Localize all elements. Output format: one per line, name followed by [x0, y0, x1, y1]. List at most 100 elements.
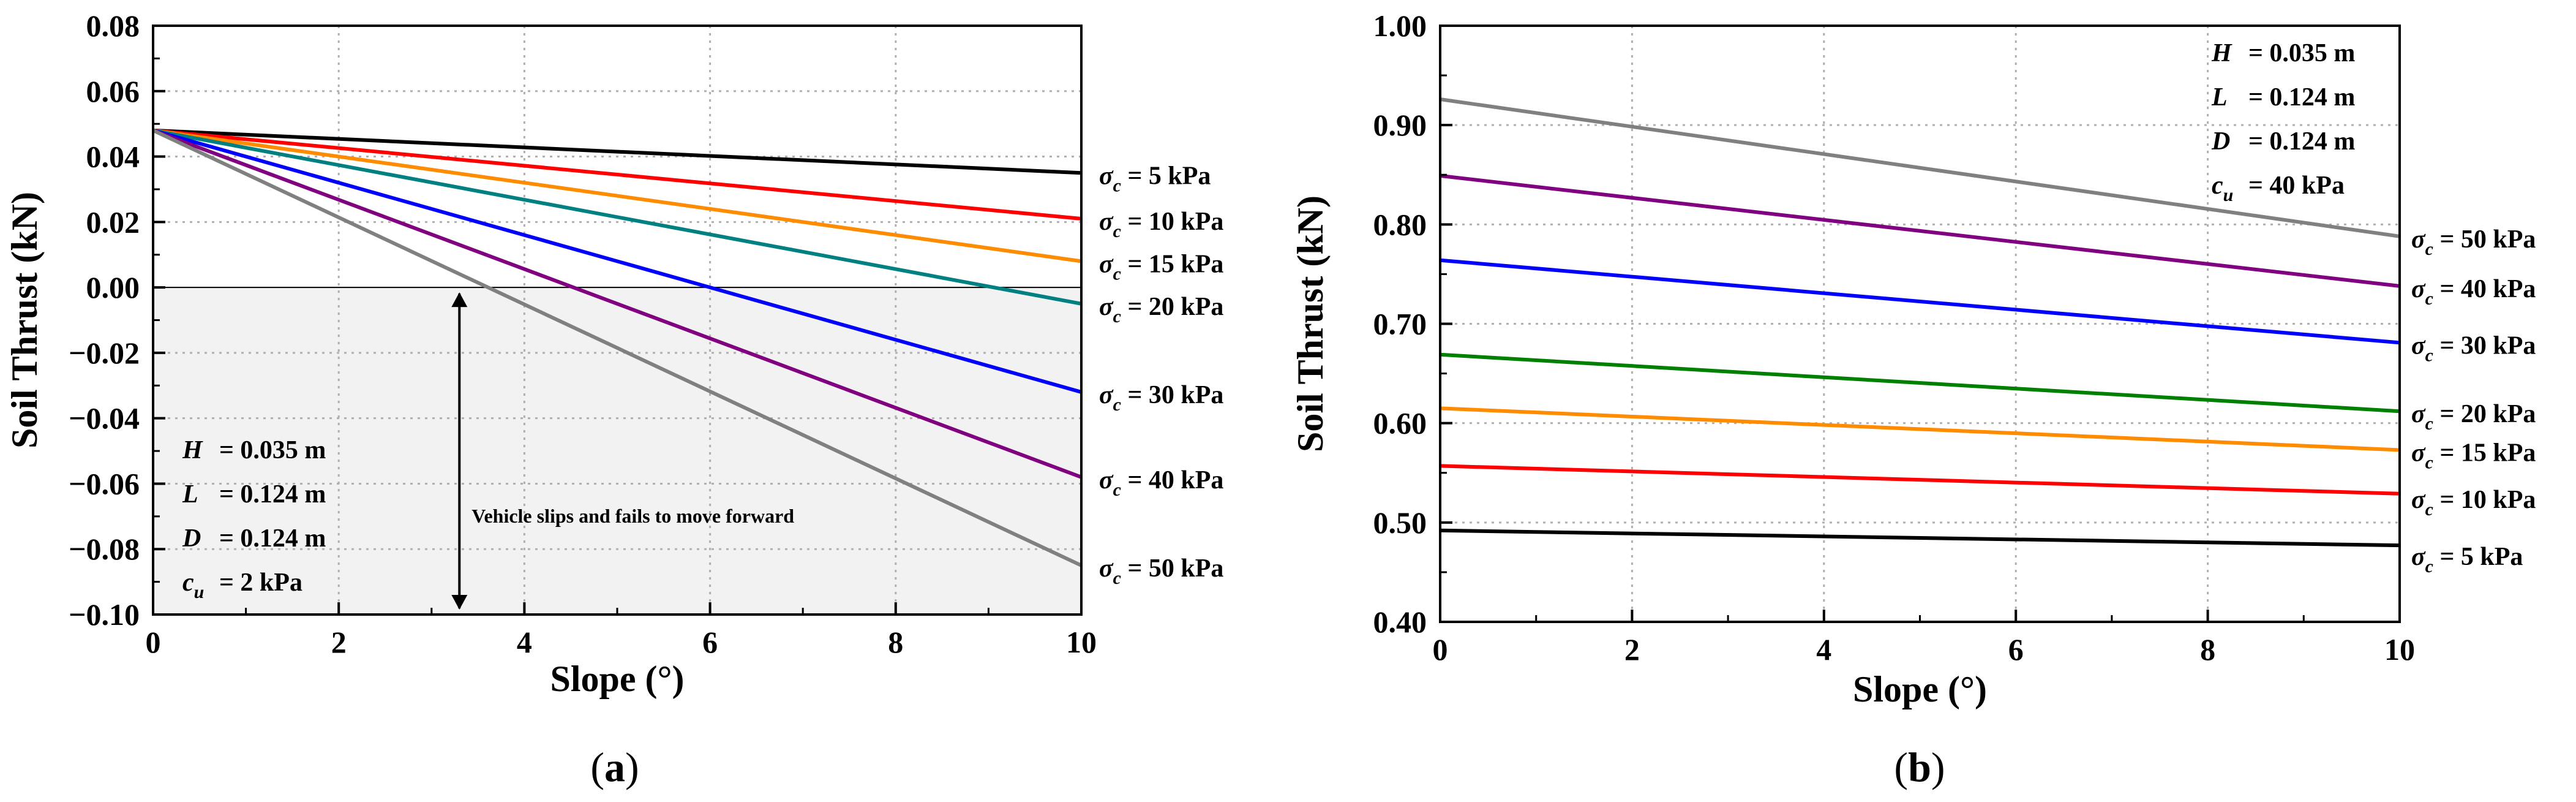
param-value: = 0.124 m: [219, 524, 326, 553]
param-value: = 0.124 m: [2248, 127, 2355, 156]
y-tick-label: 0.40: [1373, 605, 1427, 639]
param-value: = 0.124 m: [219, 480, 326, 509]
sigma-symbol: σ: [2411, 331, 2426, 360]
y-tick-label: 0.80: [1373, 207, 1427, 241]
series-value: = 15 kPa: [1121, 250, 1223, 278]
sigma-symbol: σ: [1099, 162, 1114, 190]
series-line-40-kpa: [152, 129, 1083, 479]
series-line-15-kpa: [1440, 406, 2400, 452]
caption-paren: ): [1931, 744, 1945, 790]
series-label-30-kpa: σc = 30 kPa: [1099, 381, 1223, 415]
y-tick-label: 0.02: [86, 205, 140, 239]
sigma-subscript: c: [1113, 221, 1121, 241]
sigma-symbol: σ: [1099, 208, 1114, 236]
param-symbol: D: [2211, 127, 2230, 156]
series-value: = 10 kPa: [1121, 208, 1223, 236]
series-line-50-kpa: [152, 129, 1083, 567]
x-tick-label: 10: [1066, 625, 1097, 659]
y-tick-label: 0.00: [86, 270, 140, 305]
param-symbol: c: [182, 569, 194, 597]
sigma-subscript: c: [1113, 306, 1121, 327]
sigma-symbol: σ: [1099, 466, 1114, 494]
param-symbol: L: [182, 480, 198, 509]
series-label-15-kpa: σc = 15 kPa: [2411, 439, 2536, 472]
slip-arrow-head-bottom: [451, 595, 468, 610]
series-line-40-kpa: [1440, 173, 2400, 288]
param-symbol: H: [2211, 39, 2232, 67]
y-axis-label: Soil Thrust (kN): [1290, 195, 1331, 452]
sigma-subscript: c: [2425, 239, 2433, 259]
param-symbol: c: [2212, 172, 2223, 200]
y-tick-label: 0.08: [86, 9, 140, 43]
x-tick-label: 2: [1624, 632, 1640, 667]
y-tick-label: 0.90: [1373, 108, 1427, 142]
series-value: = 5 kPa: [2433, 543, 2523, 571]
slip-annotation: Vehicle slips and fails to move forward: [471, 505, 794, 527]
sigma-subscript: c: [1113, 480, 1121, 500]
series-label-50-kpa: σc = 50 kPa: [1099, 554, 1223, 588]
y-tick-label: −0.08: [69, 532, 140, 566]
series-line-10-kpa: [1440, 464, 2400, 496]
series-line-20-kpa: [152, 128, 1082, 306]
sigma-symbol: σ: [2411, 275, 2426, 303]
param-value: = 40 kPa: [2248, 172, 2345, 200]
x-tick-label: 2: [331, 625, 347, 659]
series-value: = 40 kPa: [2433, 275, 2536, 303]
series-label-20-kpa: σc = 20 kPa: [1099, 293, 1223, 327]
series-label-30-kpa: σc = 30 kPa: [2411, 331, 2536, 365]
series-value: = 20 kPa: [2433, 400, 2536, 428]
sigma-symbol: σ: [2411, 486, 2426, 514]
caption-paren: (: [1894, 744, 1908, 790]
series-line-50-kpa: [1440, 97, 2400, 238]
y-tick-label: 0.04: [86, 140, 140, 174]
param-h: H: [2211, 39, 2232, 67]
series-line-30-kpa: [152, 128, 1082, 394]
param-symbol: D: [182, 524, 201, 553]
series-label-40-kpa: σc = 40 kPa: [1099, 466, 1223, 500]
param-d: D: [182, 524, 201, 553]
series-value: = 20 kPa: [1121, 293, 1223, 321]
y-tick-label: −0.04: [69, 401, 140, 436]
param-cu: cu: [2212, 172, 2233, 205]
sigma-subscript: c: [1113, 175, 1121, 195]
x-axis-label: Slope (°): [550, 659, 685, 699]
series-value: = 10 kPa: [2433, 486, 2536, 514]
param-subscript: u: [194, 582, 205, 602]
param-value: = 0.035 m: [2248, 39, 2355, 67]
x-tick-label: 0: [1433, 632, 1448, 667]
series-line-10-kpa: [152, 128, 1082, 221]
param-l: L: [2211, 83, 2228, 112]
series-line-30-kpa: [1440, 258, 2400, 345]
sigma-symbol: σ: [2411, 439, 2426, 467]
x-tick-label: 4: [1816, 632, 1831, 667]
sigma-subscript: c: [2425, 499, 2433, 520]
sigma-symbol: σ: [1099, 250, 1114, 278]
param-value: = 0.035 m: [219, 436, 326, 464]
y-tick-label: 0.60: [1373, 406, 1427, 441]
slip-arrow-head-top: [451, 292, 468, 308]
series-label-5-kpa: σc = 5 kPa: [2411, 543, 2523, 577]
series-label-40-kpa: σc = 40 kPa: [2411, 275, 2536, 309]
series-label-10-kpa: σc = 10 kPa: [1099, 208, 1223, 241]
caption-paren: ): [625, 744, 639, 790]
sigma-symbol: σ: [2411, 225, 2426, 254]
y-tick-label: −0.10: [69, 597, 140, 632]
y-axis-label: Soil Thrust (kN): [4, 192, 45, 448]
param-d: D: [2211, 127, 2230, 156]
series-value: = 30 kPa: [2433, 331, 2536, 360]
series-label-10-kpa: σc = 10 kPa: [2411, 486, 2536, 520]
sigma-symbol: σ: [1099, 554, 1114, 583]
series-value: = 15 kPa: [2433, 439, 2536, 467]
sigma-subscript: c: [1113, 395, 1121, 415]
series-line-5-kpa: [152, 128, 1082, 175]
x-tick-label: 10: [2384, 632, 2415, 667]
sigma-subscript: c: [1113, 263, 1121, 284]
param-symbol: L: [2211, 83, 2228, 112]
series-label-5-kpa: σc = 5 kPa: [1099, 162, 1211, 195]
param-value: = 2 kPa: [219, 569, 302, 597]
sigma-subscript: c: [2425, 414, 2433, 434]
y-tick-label: 0.70: [1373, 307, 1427, 341]
x-tick-label: 4: [517, 625, 532, 659]
x-tick-label: 0: [146, 625, 161, 659]
